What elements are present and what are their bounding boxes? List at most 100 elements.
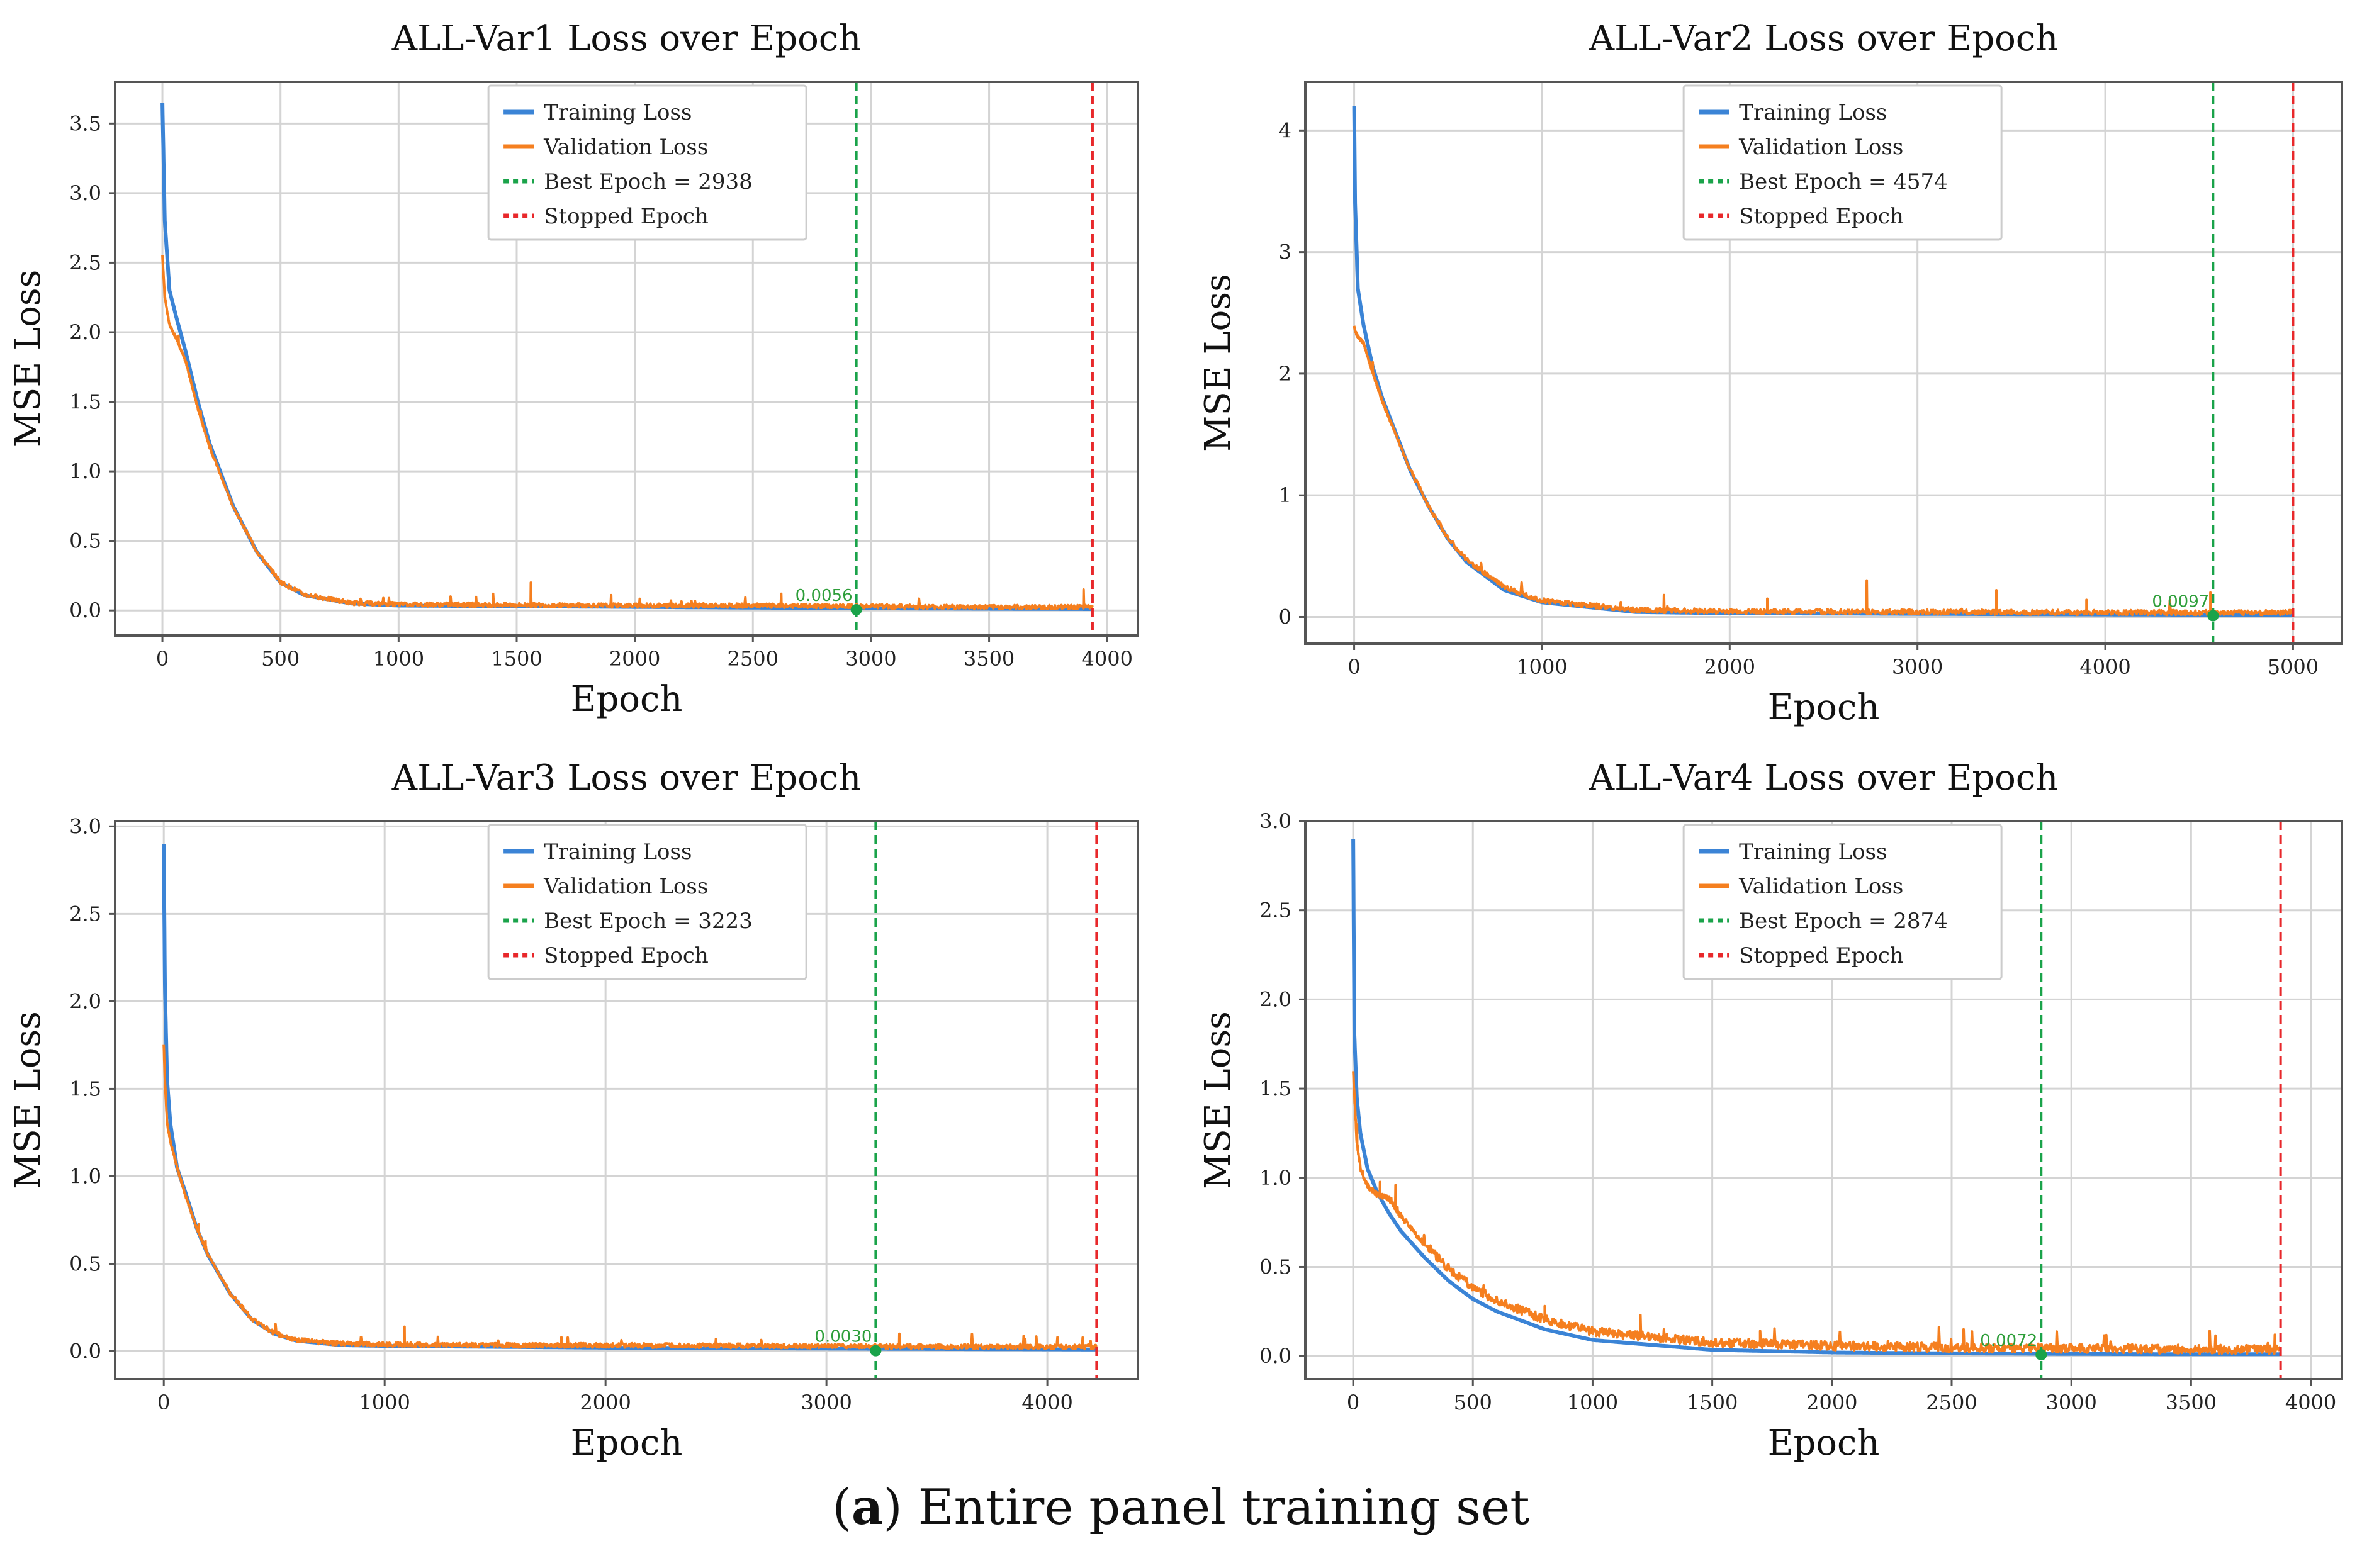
x-tick-label: 3500 [964,647,1015,671]
y-tick-label: 0.5 [69,1252,101,1275]
y-tick-label: 3 [1279,240,1291,264]
legend-stopped-epoch-label: Stopped Epoch [544,943,709,968]
axes-frame [1304,820,2343,1380]
legend-training-loss-label: Training Loss [1739,839,1887,865]
y-tick-label: 3.0 [69,814,101,838]
y-tick-label: 0.5 [69,529,101,553]
y-tick-label: 1 [1279,483,1291,507]
legend: Training Loss Validation Loss Best Epoch =… [1682,824,2003,980]
legend: Training Loss Validation Loss Best Epoch =… [1682,84,2003,241]
x-tick-label: 500 [261,647,300,671]
x-tick-label: 4000 [1081,647,1132,671]
legend-box [1682,84,2003,241]
y-tick-label: 0.0 [69,1340,101,1364]
y-tick-label: 2.5 [69,902,101,926]
legend-validation-loss-label: Validation Loss [1738,874,1903,899]
best-loss-annotation: 0.0072 [1980,1331,2037,1350]
y-tick-label: 2.0 [1259,987,1291,1011]
y-tick-label: 1.5 [69,390,101,414]
validation-loss-line [162,1044,1098,1351]
legend-box [1682,824,2003,980]
x-tick-label: 2000 [1704,655,1755,679]
chart-panel-4: 0.0072 0 500 1000 1500 2000 2500 3000 3500 4000 0.… [1198,758,2343,1464]
legend-box [487,84,807,241]
best-loss-annotation: 0.0097 [2152,593,2209,612]
x-tick-label: 3000 [845,647,896,671]
legend: Training Loss Validation Loss Best Epoch =… [487,824,807,980]
x-tick-label: 1500 [491,647,542,671]
legend-best-epoch-label: Best Epoch = 2874 [1739,909,1948,934]
chart-panel-3: 0.0030 0 1000 2000 3000 4000 0.0 0.5 1.0 1.5 2.0 2.… [8,758,1139,1464]
x-tick-label: 2000 [1806,1391,1857,1414]
x-tick-label: 0 [1347,1391,1359,1414]
x-tick-label: 2500 [728,647,779,671]
y-tick-label: 3.0 [69,181,101,205]
x-axis-label: Epoch [571,1423,683,1464]
x-tick-label: 1500 [1687,1391,1738,1414]
legend-stopped-epoch-label: Stopped Epoch [1739,204,1904,229]
legend-best-epoch-label: Best Epoch = 4574 [1739,169,1948,194]
axes-frame [114,81,1139,637]
x-tick-label: 2000 [580,1391,631,1414]
y-tick-label: 2 [1279,362,1291,386]
y-tick-label: 1.5 [1259,1077,1291,1100]
x-tick-label: 3000 [2045,1391,2096,1414]
x-tick-label: 2000 [609,647,660,671]
y-tick-label: 4 [1279,118,1291,142]
chart-title: ALL-Var1 Loss over Epoch [391,18,862,59]
legend-best-epoch-label: Best Epoch = 3223 [544,909,753,934]
plot-area [162,844,1098,1352]
validation-loss-line [1352,1071,2281,1355]
legend-validation-loss-label: Validation Loss [1738,135,1903,160]
y-tick-label: 1.0 [69,1164,101,1188]
y-axis-label: MSE Loss [8,1011,48,1189]
legend-stopped-epoch-label: Stopped Epoch [544,204,709,229]
y-axis-label: MSE Loss [1198,274,1239,452]
best-epoch-marker [850,603,862,615]
x-tick-label: 3000 [1892,655,1943,679]
chart-title: ALL-Var2 Loss over Epoch [1589,18,2059,59]
x-tick-label: 2500 [1926,1391,1977,1414]
plot-area [1351,839,2281,1357]
x-tick-label: 500 [1454,1391,1492,1414]
best-loss-annotation: 0.0056 [796,586,853,605]
training-loss-line [1351,839,2281,1357]
x-tick-label: 3000 [801,1391,852,1414]
best-epoch-marker [2035,1349,2047,1361]
plot-area [1352,106,2295,617]
axes-frame [114,820,1139,1380]
legend-training-loss-label: Training Loss [544,100,692,125]
x-tick-label: 4000 [2079,655,2130,679]
figure-caption: (a) Entire panel training set [832,1479,1530,1536]
chart-title: ALL-Var4 Loss over Epoch [1589,758,2059,798]
y-tick-label: 0.0 [1259,1344,1291,1368]
legend-stopped-epoch-label: Stopped Epoch [1739,943,1904,968]
x-tick-label: 1000 [1516,655,1567,679]
y-tick-label: 0.0 [69,598,101,622]
x-tick-label: 4000 [2285,1391,2336,1414]
chart-panel-2: 0.0097 0 1000 2000 3000 4000 5000 0 1 2 3 4 ALL-Var2… [1198,18,2343,728]
best-loss-annotation: 0.0030 [814,1328,872,1347]
legend-validation-loss-label: Validation Loss [543,874,708,899]
y-tick-label: 1.0 [1259,1166,1291,1190]
legend-training-loss-label: Training Loss [544,839,692,865]
y-axis-label: MSE Loss [8,270,48,448]
y-tick-label: 2.0 [69,320,101,344]
plot-area [160,103,1094,611]
chart-title: ALL-Var3 Loss over Epoch [391,758,862,798]
y-tick-label: 2.5 [69,250,101,274]
y-tick-label: 1.0 [69,459,101,483]
y-tick-label: 3.0 [1259,809,1291,833]
x-tick-label: 4000 [1021,1391,1072,1414]
best-epoch-marker [2207,610,2219,622]
y-tick-label: 3.5 [69,111,101,135]
y-tick-label: 2.0 [69,989,101,1013]
legend: Training Loss Validation Loss Best Epoch =… [487,84,807,241]
x-tick-label: 0 [1347,655,1360,679]
chart-panel-1: 0.0056 0 500 1000 1500 2000 2500 3000 3500 4000 0.… [8,18,1139,720]
y-tick-label: 0.5 [1259,1255,1291,1279]
x-tick-label: 0 [157,1391,170,1414]
legend-best-epoch-label: Best Epoch = 2938 [544,169,753,194]
validation-loss-line [161,255,1094,610]
